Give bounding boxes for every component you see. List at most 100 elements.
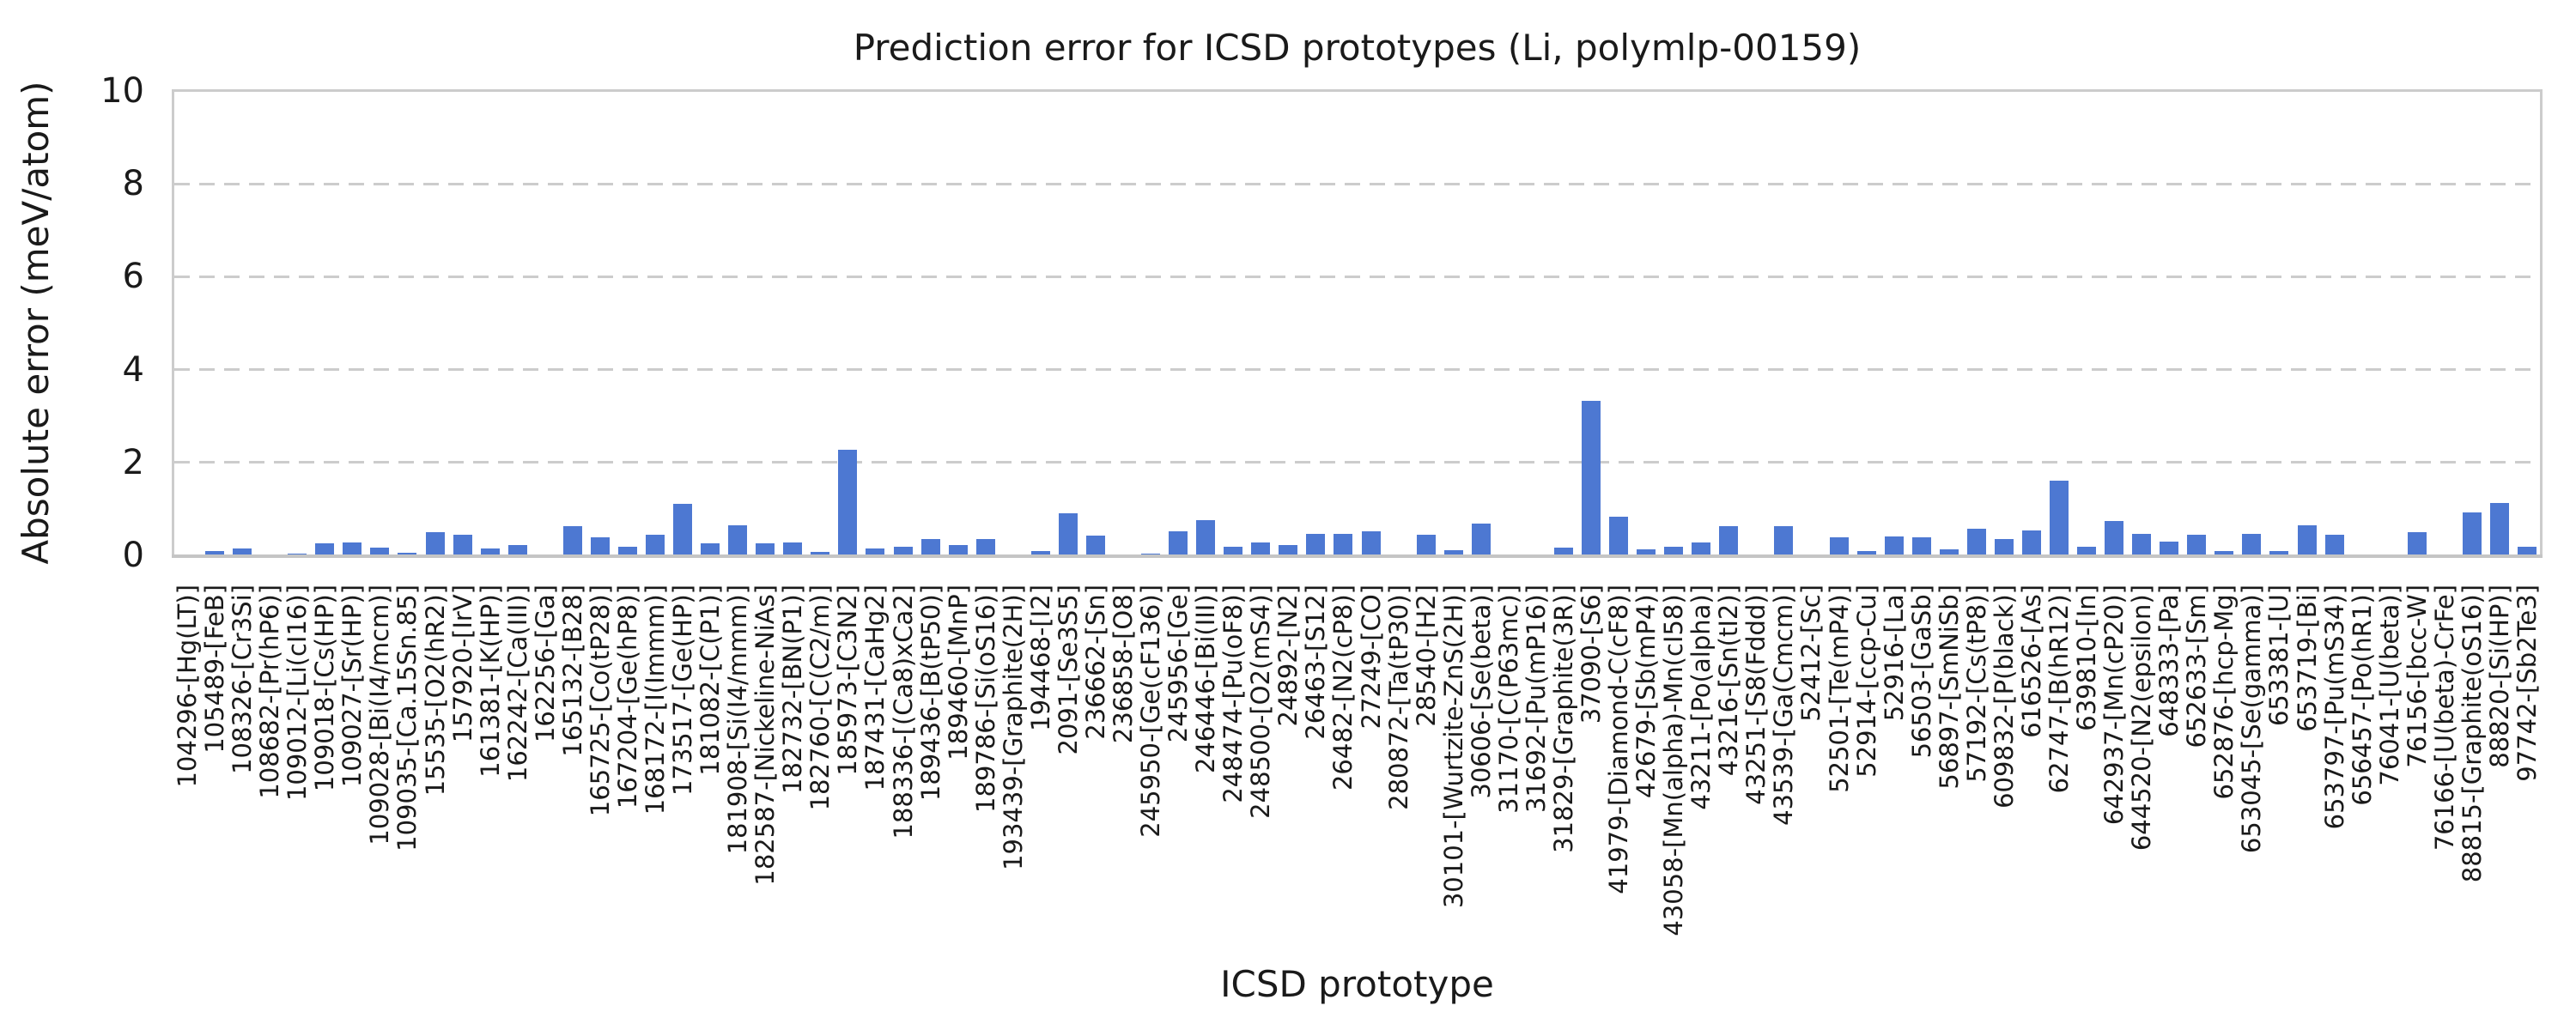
x-tick-label: 236858-[O8] [1109,585,1138,744]
x-tick-label: 161381-[K(HP)] [475,585,505,778]
bar-642937-[Mn(cP20)] [2105,521,2124,555]
x-tick-label: 609832-[P(black)] [1989,585,2019,809]
x-tick-label: 653045-[Se(gamma)] [2237,585,2267,854]
bar-109027-[Sr(HP)] [343,542,362,555]
bar-88815-[Graphite(oS16)] [2462,512,2482,555]
x-tick-label: 248474-[Pu(oF8)] [1218,585,1249,803]
x-tick-label: 76166-[U(beta)-CrFe] [2429,585,2459,851]
x-tick-label: 653797-[Pu(mS34)] [2319,585,2349,830]
x-tick-label: 189436-[B(tP50)] [915,585,945,802]
x-tick-label: 165725-[Co(tP28)] [585,585,615,817]
x-tick-label: 193439-[Graphite(2H)] [998,585,1028,870]
bar-43211-[Po(alpha)] [1692,542,1711,555]
gridline-y2 [174,461,2540,464]
x-tick-label: 97742-[Sb2Te3] [2512,585,2542,782]
bar-108326-[Cr3Si] [233,548,252,555]
bar-616526-[As] [2021,530,2041,555]
bar-56897-[SmNiSb] [1939,549,1959,555]
x-tick-label: 248500-[O2(mS4)] [1246,585,1276,819]
x-tick-label: 76041-[U(beta)] [2374,585,2404,786]
x-tick-label: 109018-[Cs(HP)] [310,585,340,792]
y-axis-line [172,89,174,557]
bar-246446-[Bi(III)] [1196,520,1216,555]
x-tick-label: 31829-[Graphite(3R)] [1548,585,1578,853]
bar-24892-[N2] [1279,545,1298,555]
x-tick-label: 43211-[Po(alpha)] [1686,585,1716,810]
bar-41979-[Diamond-C(cF8)] [1609,517,1629,555]
x-axis-line [172,554,2543,558]
bar-653381-[U] [2269,551,2289,555]
gridline-y8 [174,182,2540,185]
bar-109018-[Cs(HP)] [315,543,335,555]
bar-181082-[C(P1)] [701,543,720,555]
y-tick-label-10: 10 [100,71,144,111]
bar-15535-[O2(hR2)] [425,532,445,555]
x-tick-label: 37090-[S6] [1576,585,1606,724]
x-tick-label: 31170-[C(P63mc)] [1493,585,1523,814]
bar-189786-[Si(oS16)] [975,539,995,555]
x-tick-label: 109028-[Bi(I4/mcm)] [365,585,395,845]
x-tick-label: 246446-[Bi(III)] [1191,585,1221,774]
x-tick-label: 182587-[Nickeline-NiAs] [750,585,781,886]
bar-2091-[Se3S5] [1058,513,1078,555]
x-tick-label: 181908-[Si(I4/mmm)] [723,585,753,855]
bar-189436-[B(tP50)] [920,539,940,555]
bar-173517-[Ge(HP)] [673,504,693,555]
x-tick-label: 167204-[Ge(hP8)] [612,585,642,809]
x-tick-label: 182732-[BN(P1)] [778,585,808,794]
bar-109035-[Ca.15Sn.85] [398,553,417,555]
x-tick-label: 165132-[B28] [557,585,587,757]
x-tick-label: 24892-[N2] [1273,585,1303,727]
x-tick-label: 15535-[O2(hR2)] [420,585,450,797]
x-tick-label: 653381-[U] [2264,585,2294,727]
bar-26482-[N2(cP8)] [1334,534,1353,555]
bar-189460-[MnP] [948,545,968,555]
bar-652633-[Sm] [2187,535,2207,555]
bar-187431-[CaHg2] [866,548,885,555]
x-tick-label: 653719-[Bi] [2292,585,2322,732]
plot-area [173,91,2541,555]
x-tick-label: 194468-[I2] [1025,585,1055,731]
bar-182587-[Nickeline-NiAs] [756,543,775,555]
y-tick-label-6: 6 [122,257,144,297]
x-tick-label: 652633-[Sm] [2182,585,2212,748]
bar-43216-[Sn(tI2)] [1719,526,1739,555]
x-tick-label: 280872-[Ta(tP30)] [1383,585,1413,810]
bar-30101-[Wurtzite-ZnS(2H)] [1443,550,1463,555]
x-tick-label: 2091-[Se3S5] [1053,585,1083,755]
bar-248474-[Pu(oF8)] [1224,547,1243,555]
bar-43539-[Ga(Cmcm)] [1774,526,1794,555]
bar-165725-[Co(tP28)] [590,537,610,555]
bar-188336-[(Ca8)xCa2] [893,547,913,555]
bar-26463-[S12] [1306,534,1326,555]
bar-105489-[FeB] [205,551,225,555]
x-tick-label: 27249-[CO] [1356,585,1386,730]
x-tick-label: 43539-[Ga(Cmcm)] [1769,585,1799,826]
x-tick-label: 182760-[C(C2/m)] [805,585,835,811]
x-tick-label: 189460-[MnP] [943,585,973,760]
bar-644520-[N2(epsilon)] [2132,534,2152,555]
bar-157920-[IrV] [453,535,472,555]
plot-right-spine [2540,89,2543,557]
bar-76156-[bcc-W] [2407,532,2427,555]
x-tick-label: 56897-[SmNiSb] [1934,585,1964,790]
x-tick-label: 108326-[Cr3Si] [228,585,258,774]
gridline-y4 [174,368,2540,372]
y-tick-label-2: 2 [122,442,144,482]
bar-97742-[Sb2Te3] [2517,547,2537,555]
x-tick-label: 162242-[Ca(III)] [502,585,532,783]
bar-609832-[P(black)] [1994,539,2014,555]
bar-182732-[BN(P1)] [783,542,803,555]
bar-167204-[Ge(hP8)] [617,547,637,555]
bar-653719-[Bi] [2297,525,2317,555]
x-tick-label: 642937-[Mn(cP20)] [2099,585,2129,826]
bar-52501-[Te(mP4)] [1829,537,1849,555]
x-tick-label: 104296-[Hg(LT)] [173,585,203,788]
bar-182760-[C(C2/m)] [811,552,830,555]
chart-title: Prediction error for ICSD prototypes (Li… [853,27,1862,69]
x-tick-label: 157920-[IrV] [447,585,477,743]
bar-236662-[Sn] [1085,536,1105,555]
y-tick-label-0: 0 [122,536,144,575]
x-tick-label: 236662-[Sn] [1080,585,1110,740]
